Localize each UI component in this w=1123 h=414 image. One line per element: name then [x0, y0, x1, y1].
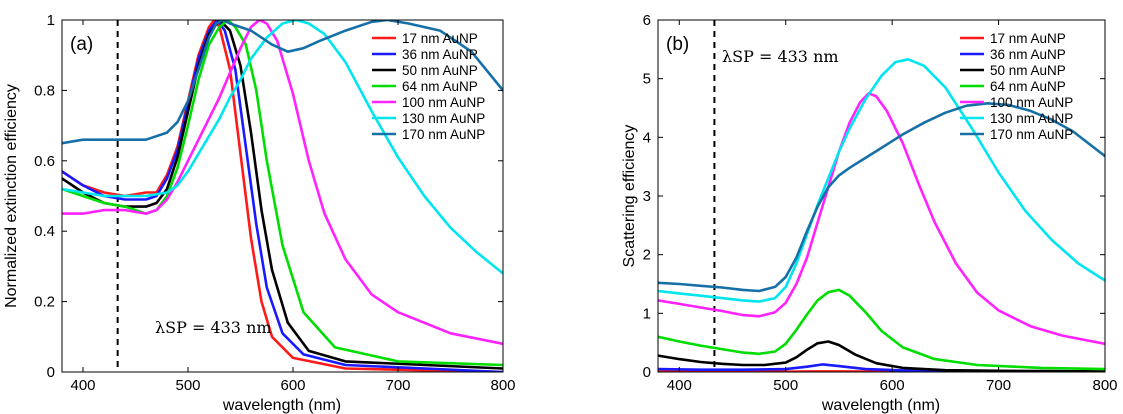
series-line-3: [658, 340, 1105, 372]
y-tick-label: 0.8: [34, 82, 55, 99]
y-tick-label: 2: [643, 247, 651, 264]
y-tick-label: 0.2: [34, 294, 55, 311]
plot-area-a: [62, 20, 503, 372]
legend-label-1: 17 nm AuNP: [990, 31, 1066, 46]
y-tick-label: 0.6: [34, 153, 55, 170]
legend-label-2: 36 nm AuNP: [402, 47, 478, 62]
y-tick-label: 6: [643, 12, 651, 29]
x-tick-label: 800: [1092, 377, 1117, 394]
x-tick-label: 600: [880, 377, 905, 394]
legend-label-6: 130 nm AuNP: [990, 111, 1073, 126]
x-tick-label: 700: [986, 377, 1011, 394]
x-axis-label-b: wavelength (nm): [821, 397, 940, 414]
series-layer-a: [62, 20, 503, 372]
series-line-4: [658, 288, 1105, 371]
series-line-6: [62, 20, 503, 275]
series-line-7: [62, 20, 503, 145]
legend-label-3: 50 nm AuNP: [990, 63, 1066, 78]
y-tick-label: 1: [47, 12, 55, 29]
x-tick-label: 400: [667, 377, 692, 394]
series-line-2: [62, 20, 503, 372]
legend-label-3: 50 nm AuNP: [402, 63, 478, 78]
y-tick-label: 1: [643, 305, 651, 322]
y-axis-label-a: Normalized extinction efficiency: [3, 84, 20, 308]
y-tick-label: 3: [643, 188, 651, 205]
plot-frame-a: [61, 19, 504, 373]
legend-label-2: 36 nm AuNP: [990, 47, 1066, 62]
chart-panel-a: 400 500 600 700 800 0 0.2 0.4 0.6 0.8 1 (a) λSP = …: [3, 12, 516, 414]
plot-area-b: [658, 20, 1105, 372]
legend-label-7: 170 nm AuNP: [402, 127, 485, 142]
series-line-4: [62, 20, 503, 367]
y-axis-label-b: Scattering efficiency: [621, 125, 638, 268]
panel-label-a: (a): [70, 34, 93, 55]
series-layer-b: [658, 58, 1105, 372]
y-tick-label: 4: [643, 129, 651, 146]
legend-label-4: 64 nm AuNP: [402, 79, 478, 94]
y-tick-label: 5: [643, 71, 651, 88]
x-tick-label: 400: [70, 377, 95, 394]
legend-label-4: 64 nm AuNP: [990, 79, 1066, 94]
legend-label-5: 100 nm AuNP: [402, 95, 485, 110]
series-line-5: [658, 92, 1105, 346]
series-line-6: [658, 58, 1105, 303]
y-tick-label: 0.4: [34, 223, 55, 240]
series-line-7: [658, 102, 1105, 293]
axis-ticks-a: 400 500 600 700 800 0 0.2 0.4 0.6 0.8 1: [34, 12, 515, 394]
legend-label-7: 170 nm AuNP: [990, 127, 1073, 142]
series-line-5: [62, 20, 503, 346]
legend-label-1: 17 nm AuNP: [402, 31, 478, 46]
legend-label-5: 100 nm AuNP: [990, 95, 1073, 110]
series-line-3: [62, 20, 503, 370]
x-tick-label: 800: [490, 377, 515, 394]
x-tick-label: 500: [773, 377, 798, 394]
axis-ticks-b: 400 500 600 700 800 0 1 2 3 4 5 6: [643, 12, 1118, 394]
x-tick-label: 700: [385, 377, 410, 394]
y-tick-label: 0: [47, 364, 55, 381]
x-tick-label: 500: [175, 377, 200, 394]
annotation-lambda-sp-b: λSP = 433 nm: [722, 47, 839, 66]
legend-label-6: 130 nm AuNP: [402, 111, 485, 126]
x-axis-label-a: wavelength (nm): [222, 397, 341, 414]
panel-label-b: (b): [666, 34, 689, 55]
y-tick-label: 0: [643, 364, 651, 381]
x-tick-label: 600: [280, 377, 305, 394]
annotation-lambda-sp-a: λSP = 433 nm: [155, 318, 272, 337]
